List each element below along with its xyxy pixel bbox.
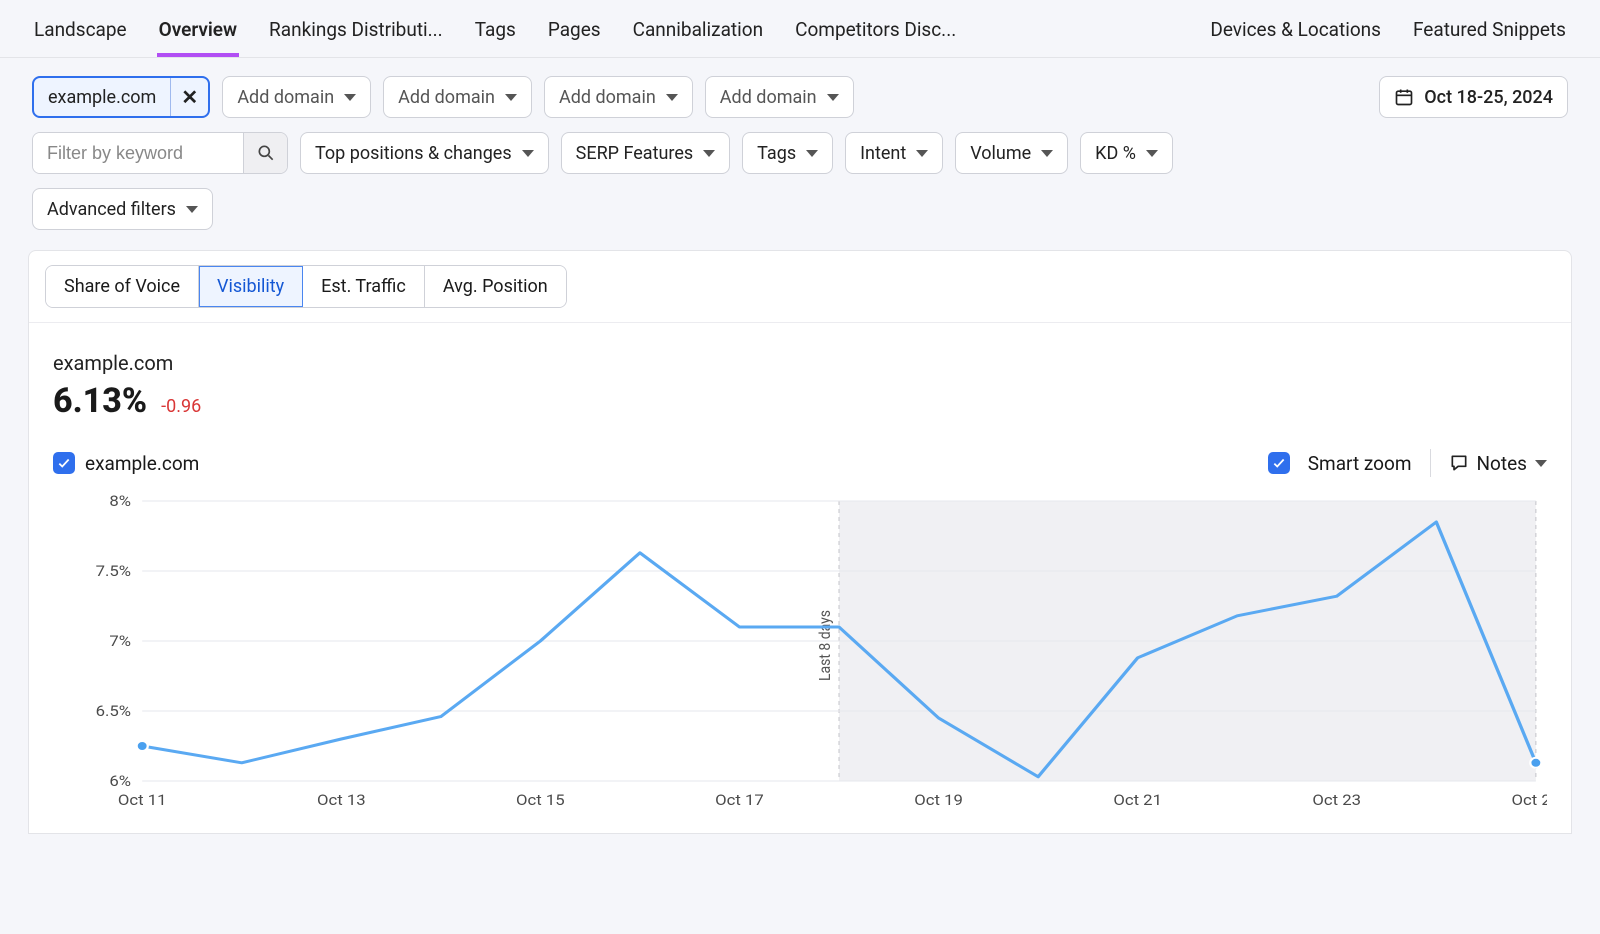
filter-tags[interactable]: Tags — [742, 132, 833, 174]
tab-tags[interactable]: Tags — [473, 18, 518, 57]
filter-row-main: Top positions & changes SERP Features Ta… — [32, 132, 1568, 174]
legend-series-checkbox[interactable] — [53, 452, 75, 474]
metric-tab-avg-position[interactable]: Avg. Position — [425, 266, 566, 307]
chevron-down-icon — [1535, 460, 1547, 467]
filter-advanced[interactable]: Advanced filters — [32, 188, 213, 230]
visibility-panel: Share of Voice Visibility Est. Traffic A… — [28, 250, 1572, 834]
metric-tab-visibility[interactable]: Visibility — [199, 266, 303, 307]
filter-top-positions[interactable]: Top positions & changes — [300, 132, 549, 174]
tab-rankings-distribution[interactable]: Rankings Distributi... — [267, 18, 445, 57]
filter-volume[interactable]: Volume — [955, 132, 1068, 174]
keyword-search — [32, 132, 288, 174]
divider — [1430, 449, 1431, 477]
legend-series-label: example.com — [85, 452, 199, 475]
chart-wrap: Last 8 days 8% 7.5% 7% 6.5% 6%Oct 11 Oct 13 Oct… — [29, 483, 1571, 821]
filter-row-advanced: Advanced filters — [32, 188, 1568, 230]
filter-intent[interactable]: Intent — [845, 132, 943, 174]
svg-text:6%: 6% — [109, 772, 131, 790]
tab-cannibalization[interactable]: Cannibalization — [631, 18, 765, 57]
tab-landscape[interactable]: Landscape — [32, 18, 129, 57]
chevron-down-icon — [916, 150, 928, 157]
check-icon — [1272, 456, 1286, 470]
chevron-down-icon — [522, 150, 534, 157]
svg-text:Last 8 days: Last 8 days — [815, 610, 834, 681]
check-icon — [57, 456, 71, 470]
add-domain-button-1[interactable]: Add domain — [222, 76, 371, 118]
tab-devices-locations[interactable]: Devices & Locations — [1208, 18, 1383, 57]
nav-tabs: Landscape Overview Rankings Distributi..… — [0, 0, 1600, 58]
chevron-down-icon — [1041, 150, 1053, 157]
metric-tabs: Share of Voice Visibility Est. Traffic A… — [29, 251, 1571, 308]
chevron-down-icon — [806, 150, 818, 157]
tab-pages[interactable]: Pages — [546, 18, 603, 57]
metric-tab-share-of-voice[interactable]: Share of Voice — [46, 266, 199, 307]
search-icon — [256, 143, 276, 163]
filter-kd[interactable]: KD % — [1080, 132, 1173, 174]
smart-zoom-label: Smart zoom — [1308, 452, 1412, 475]
svg-text:6.5%: 6.5% — [96, 702, 131, 720]
svg-text:Oct 15: Oct 15 — [516, 791, 565, 809]
legend-row: example.com Smart zoom Notes — [29, 431, 1571, 483]
tab-competitors-discovery[interactable]: Competitors Disc... — [793, 18, 958, 57]
filter-row-domains: example.com ✕ Add domain Add domain Add … — [32, 76, 1568, 118]
svg-text:Oct 17: Oct 17 — [715, 791, 764, 809]
date-range-button[interactable]: Oct 18-25, 2024 — [1379, 76, 1568, 118]
svg-text:Oct 23: Oct 23 — [1312, 791, 1361, 809]
tab-featured-snippets[interactable]: Featured Snippets — [1411, 18, 1568, 57]
summary: example.com 6.13% -0.96 — [29, 323, 1571, 431]
notes-button[interactable]: Notes — [1449, 452, 1548, 475]
tab-overview[interactable]: Overview — [157, 18, 239, 57]
svg-text:8%: 8% — [109, 492, 131, 510]
svg-text:Oct 21: Oct 21 — [1113, 791, 1162, 809]
chevron-down-icon — [666, 94, 678, 101]
svg-text:Oct 25: Oct 25 — [1512, 791, 1547, 809]
keyword-input[interactable] — [33, 133, 243, 173]
summary-domain: example.com — [53, 351, 1547, 375]
keyword-search-button[interactable] — [243, 133, 287, 173]
chevron-down-icon — [703, 150, 715, 157]
svg-text:Oct 19: Oct 19 — [914, 791, 963, 809]
summary-value: 6.13% — [53, 381, 147, 421]
visibility-chart[interactable]: Last 8 days 8% 7.5% 7% 6.5% 6%Oct 11 Oct 13 Oct… — [53, 491, 1547, 821]
svg-text:7.5%: 7.5% — [96, 562, 131, 580]
filters: example.com ✕ Add domain Add domain Add … — [0, 58, 1600, 230]
svg-text:Oct 13: Oct 13 — [317, 791, 366, 809]
metric-tab-est-traffic[interactable]: Est. Traffic — [303, 266, 425, 307]
chevron-down-icon — [1146, 150, 1158, 157]
note-icon — [1449, 453, 1469, 473]
summary-delta: -0.96 — [161, 396, 201, 417]
smart-zoom-checkbox[interactable] — [1268, 452, 1290, 474]
chevron-down-icon — [505, 94, 517, 101]
chevron-down-icon — [827, 94, 839, 101]
chevron-down-icon — [344, 94, 356, 101]
add-domain-button-3[interactable]: Add domain — [544, 76, 693, 118]
svg-text:Oct 11: Oct 11 — [118, 791, 167, 809]
add-domain-button-2[interactable]: Add domain — [383, 76, 532, 118]
chevron-down-icon — [186, 206, 198, 213]
filter-serp-features[interactable]: SERP Features — [561, 132, 731, 174]
domain-chip-label: example.com — [34, 78, 170, 116]
calendar-icon — [1394, 87, 1414, 107]
date-range-label: Oct 18-25, 2024 — [1424, 87, 1553, 108]
domain-chip-remove[interactable]: ✕ — [170, 78, 208, 116]
add-domain-button-4[interactable]: Add domain — [705, 76, 854, 118]
svg-text:7%: 7% — [109, 632, 131, 650]
domain-chip[interactable]: example.com ✕ — [32, 76, 210, 118]
